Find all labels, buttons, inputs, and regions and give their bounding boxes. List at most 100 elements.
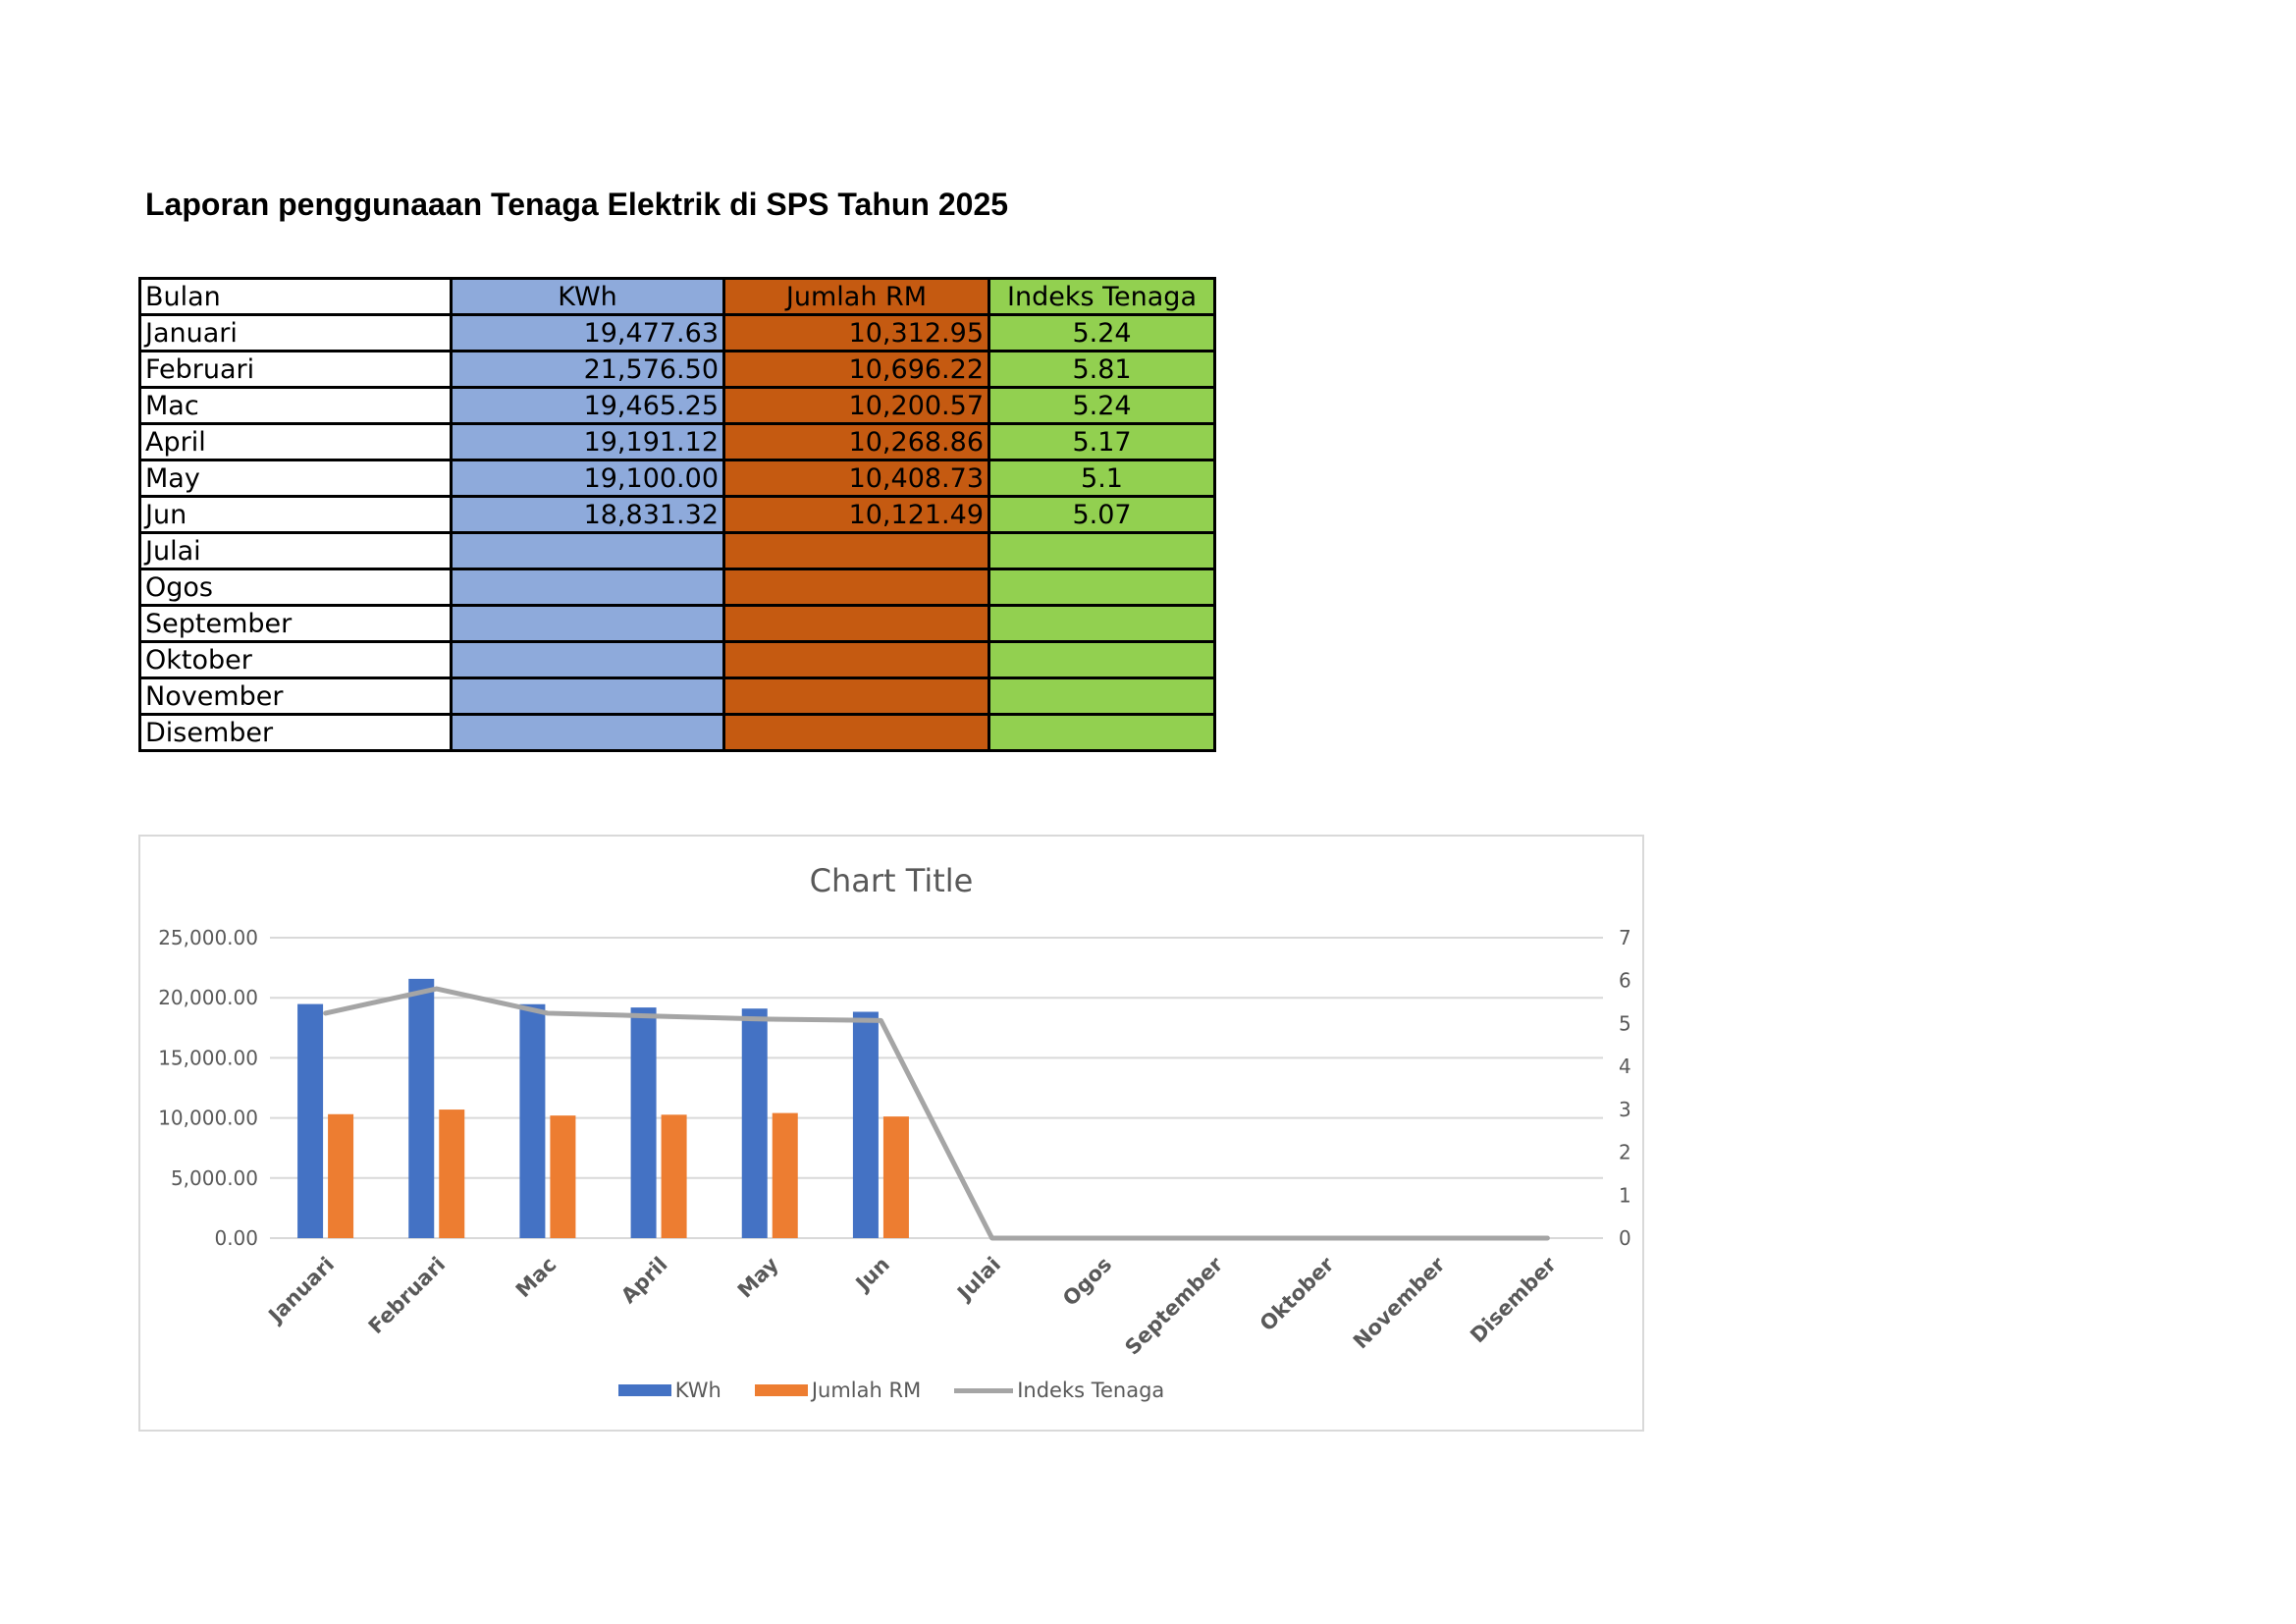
cell-bulan[interactable]: Disember [138, 713, 453, 752]
cell-kwh[interactable]: 19,465.25 [450, 386, 725, 425]
y2-tick-label: 6 [1619, 969, 1631, 993]
y-tick-label: 10,000.00 [158, 1107, 258, 1130]
header-kwh[interactable]: KWh [450, 277, 725, 316]
cell-jumlah-rm[interactable] [722, 531, 990, 570]
table-row: Ogos [138, 568, 1216, 607]
cell-indeks-tenaga[interactable]: 5.07 [988, 495, 1216, 534]
cell-kwh[interactable] [450, 677, 725, 716]
cell-indeks-tenaga[interactable] [988, 713, 1216, 752]
x-tick-label: April [616, 1253, 672, 1309]
cell-jumlah-rm[interactable] [722, 568, 990, 607]
cell-indeks-tenaga[interactable] [988, 640, 1216, 679]
y2-tick-label: 0 [1619, 1226, 1631, 1250]
cell-bulan[interactable]: September [138, 604, 453, 643]
cell-jumlah-rm[interactable]: 10,268.86 [722, 422, 990, 461]
cell-bulan[interactable]: Januari [138, 313, 453, 352]
x-tick-label: Mac [511, 1253, 561, 1303]
legend-item-jumlah-rm[interactable]: Jumlah RM [754, 1379, 921, 1402]
cell-bulan[interactable]: Oktober [138, 640, 453, 679]
cell-indeks-tenaga[interactable] [988, 677, 1216, 716]
chart-area[interactable]: Chart Title 0.00 5,000.00 10,000.00 15,000.… [138, 835, 1644, 1432]
cell-kwh[interactable]: 18,831.32 [450, 495, 725, 534]
cell-kwh[interactable] [450, 640, 725, 679]
bar-jumlah-rm [439, 1110, 465, 1238]
cell-jumlah-rm[interactable] [722, 713, 990, 752]
bar-kwh [852, 1011, 879, 1238]
cell-jumlah-rm[interactable]: 10,312.95 [722, 313, 990, 352]
cell-kwh[interactable]: 19,100.00 [450, 459, 725, 498]
header-jumlah-rm[interactable]: Jumlah RM [722, 277, 990, 316]
cell-indeks-tenaga[interactable]: 5.1 [988, 459, 1216, 498]
combo-chart: 0.00 5,000.00 10,000.00 15,000.00 20,000.00 2… [158, 926, 1631, 1360]
cell-kwh[interactable]: 21,576.50 [450, 350, 725, 389]
cell-jumlah-rm[interactable]: 10,696.22 [722, 350, 990, 389]
energy-table: Bulan KWh Jumlah RM Indeks Tenaga Januar… [138, 277, 1216, 752]
x-tick-label: September [1120, 1252, 1227, 1359]
cell-kwh[interactable] [450, 531, 725, 570]
y2-tick-label: 7 [1619, 926, 1631, 949]
cell-kwh[interactable]: 19,191.12 [450, 422, 725, 461]
legend-item-kwh[interactable]: KWh [617, 1379, 721, 1402]
cell-indeks-tenaga[interactable]: 5.81 [988, 350, 1216, 389]
cell-bulan[interactable]: Jun [138, 495, 453, 534]
legend-swatch-kwh [617, 1384, 671, 1396]
cell-jumlah-rm[interactable] [722, 677, 990, 716]
header-bulan[interactable]: Bulan [138, 277, 453, 316]
cell-jumlah-rm[interactable] [722, 640, 990, 679]
x-tick-label: Februari [364, 1253, 451, 1339]
cell-kwh[interactable]: 19,477.63 [450, 313, 725, 352]
x-tick-label: Ogos [1058, 1253, 1116, 1311]
cell-jumlah-rm[interactable]: 10,200.57 [722, 386, 990, 425]
report-title: Laporan penggunaaan Tenaga Elektrik di S… [145, 187, 1009, 222]
x-tick-label: November [1349, 1252, 1450, 1353]
table-row: Februari 21,576.50 10,696.22 5.81 [138, 350, 1216, 389]
bar-kwh [630, 1007, 657, 1238]
cell-kwh[interactable] [450, 713, 725, 752]
chart-title[interactable]: Chart Title [809, 862, 974, 899]
legend-item-indeks-tenaga[interactable]: Indeks Tenaga [954, 1379, 1164, 1402]
cell-indeks-tenaga[interactable] [988, 604, 1216, 643]
bar-kwh [741, 1008, 768, 1238]
bar-jumlah-rm [661, 1114, 687, 1238]
cell-bulan[interactable]: May [138, 459, 453, 498]
table-row: Januari 19,477.63 10,312.95 5.24 [138, 313, 1216, 352]
cell-kwh[interactable] [450, 604, 725, 643]
cell-jumlah-rm[interactable]: 10,408.73 [722, 459, 990, 498]
chart-legend[interactable]: KWh Jumlah RM Indeks Tenaga [140, 1379, 1642, 1402]
cell-jumlah-rm[interactable]: 10,121.49 [722, 495, 990, 534]
bar-jumlah-rm [550, 1115, 576, 1238]
cell-bulan[interactable]: November [138, 677, 453, 716]
cell-indeks-tenaga[interactable]: 5.24 [988, 313, 1216, 352]
y-tick-label: 15,000.00 [158, 1046, 258, 1069]
cell-indeks-tenaga[interactable] [988, 531, 1216, 570]
bar-kwh [297, 1003, 324, 1238]
cell-jumlah-rm[interactable] [722, 604, 990, 643]
x-tick-label: Oktober [1255, 1252, 1339, 1335]
table-row: Disember [138, 713, 1216, 752]
cell-bulan[interactable]: Julai [138, 531, 453, 570]
line-indeks-tenaga [323, 986, 1550, 1241]
cell-indeks-tenaga[interactable] [988, 568, 1216, 607]
table-row: November [138, 677, 1216, 716]
x-tick-label: Disember [1466, 1252, 1561, 1347]
legend-swatch-indeks-tenaga [954, 1387, 1014, 1393]
x-tick-label: Julai [951, 1253, 1005, 1307]
header-indeks-tenaga[interactable]: Indeks Tenaga [988, 277, 1216, 316]
cell-bulan[interactable]: Februari [138, 350, 453, 389]
cell-kwh[interactable] [450, 568, 725, 607]
cell-bulan[interactable]: Mac [138, 386, 453, 425]
table-row: April 19,191.12 10,268.86 5.17 [138, 422, 1216, 461]
legend-label-indeks-tenaga: Indeks Tenaga [1017, 1379, 1165, 1402]
y-tick-label: 0.00 [214, 1226, 258, 1250]
x-tick-label: Jun [850, 1253, 894, 1297]
cell-bulan[interactable]: April [138, 422, 453, 461]
cell-indeks-tenaga[interactable]: 5.24 [988, 386, 1216, 425]
table-row: May 19,100.00 10,408.73 5.1 [138, 459, 1216, 498]
cell-bulan[interactable]: Ogos [138, 568, 453, 607]
y2-tick-label: 1 [1619, 1183, 1631, 1207]
y-tick-label: 5,000.00 [171, 1166, 258, 1190]
bar-jumlah-rm [328, 1113, 354, 1238]
table-row: Mac 19,465.25 10,200.57 5.24 [138, 386, 1216, 425]
y2-tick-label: 4 [1619, 1055, 1631, 1078]
cell-indeks-tenaga[interactable]: 5.17 [988, 422, 1216, 461]
